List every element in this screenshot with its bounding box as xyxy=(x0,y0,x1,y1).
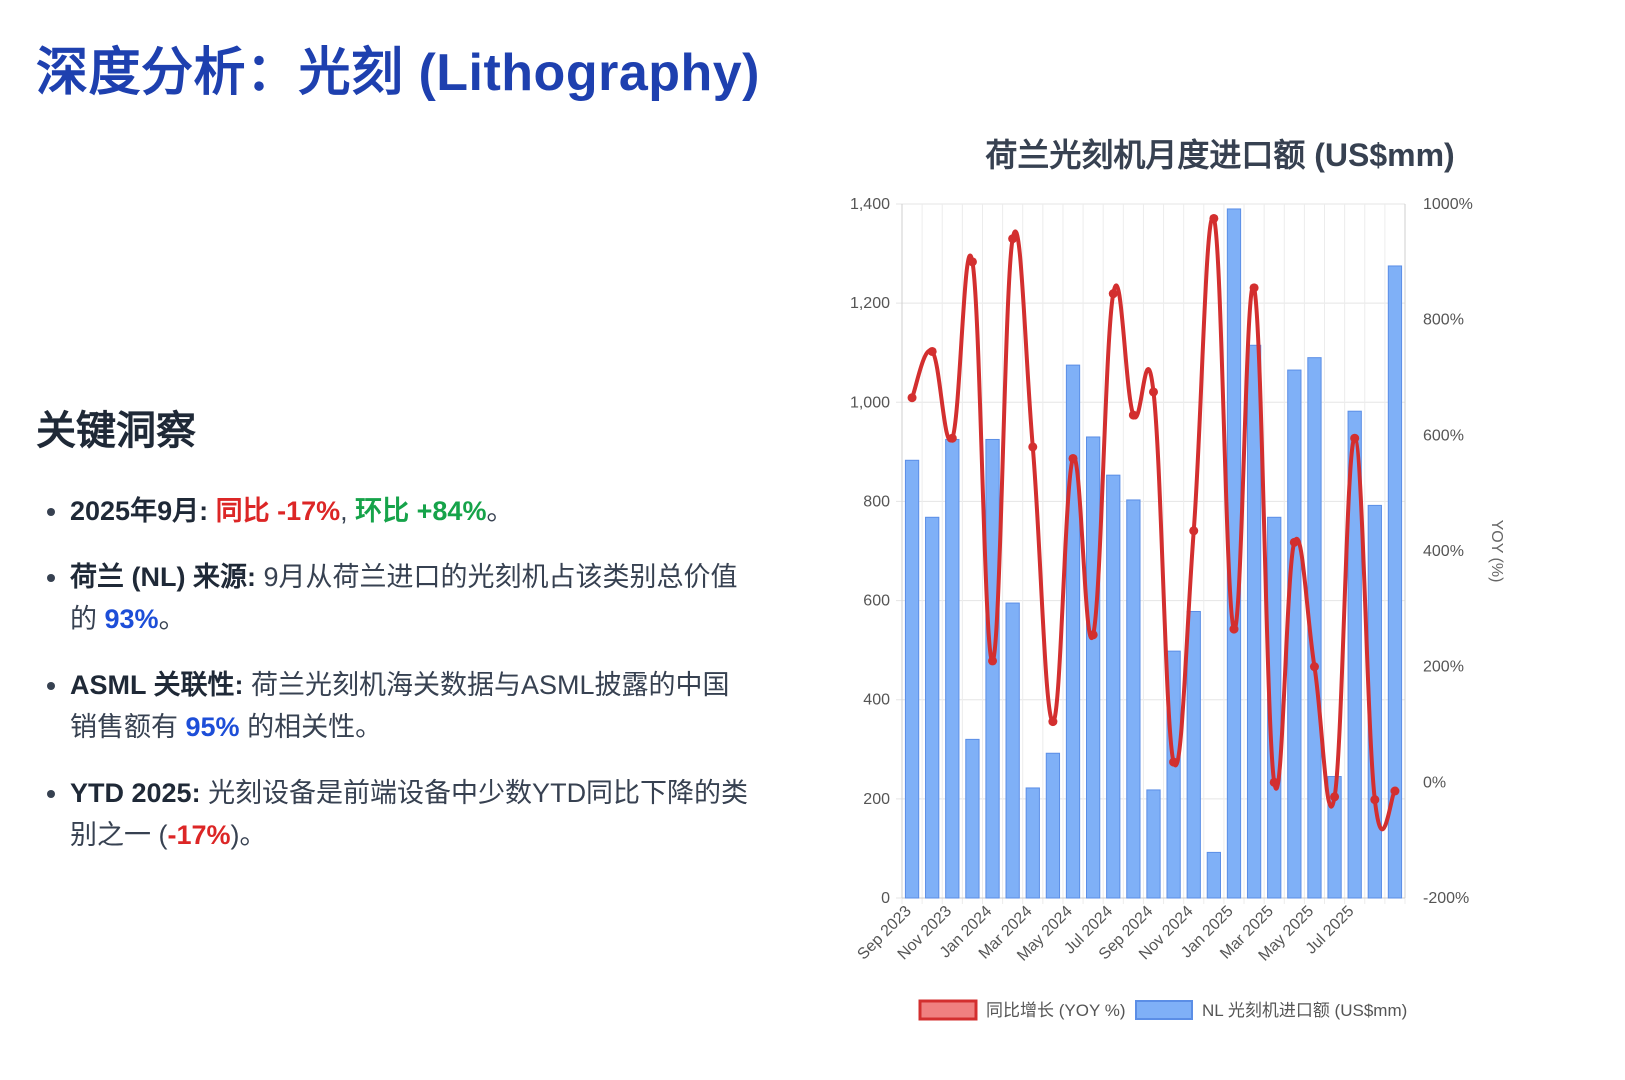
insight-text: 光刻设备是前端设备中少数YTD同比下降的类别之一 ( xyxy=(70,778,749,850)
insight-item-ytd: YTD 2025: 光刻设备是前端设备中少数YTD同比下降的类别之一 (-17%… xyxy=(70,772,756,856)
yoy-point xyxy=(988,656,998,666)
insight-item-nl-source: 荷兰 (NL) 来源: 9月从荷兰进口的光刻机占该类别总价值的 93%。 xyxy=(70,556,756,640)
yoy-point xyxy=(1370,795,1380,805)
period: 。 xyxy=(158,604,186,634)
bar xyxy=(985,438,1000,899)
bar xyxy=(1065,364,1081,899)
yoy-point xyxy=(1008,234,1018,244)
y-left-tick-label: 800 xyxy=(863,493,890,510)
yoy-point xyxy=(1189,526,1199,536)
chart-title: 荷兰光刻机月度进口额 (US$mm) xyxy=(985,137,1455,173)
y-left-tick-label: 1,000 xyxy=(850,394,890,411)
bar xyxy=(1387,265,1403,899)
insight-lead: 2025年9月: xyxy=(70,496,216,526)
bar xyxy=(965,738,980,899)
yoy-point xyxy=(1350,433,1360,443)
chart-container: 荷兰光刻机月度进口额 (US$mm) 0 200 400 600 800 1,000 1,2… xyxy=(840,120,1600,1070)
insights-list: 2025年9月: 同比 -17%, 环比 +84%。 荷兰 (NL) 来源: 9… xyxy=(36,490,756,856)
bar xyxy=(1126,499,1141,899)
bar xyxy=(1146,789,1161,899)
nl-share-value: 93% xyxy=(104,604,159,634)
bar xyxy=(904,459,920,899)
legend-label-yoy: 同比增长 (YOY %) xyxy=(986,1001,1125,1020)
yoy-point xyxy=(1229,624,1239,634)
legend-label-bar: NL 光刻机进口额 (US$mm) xyxy=(1202,1001,1407,1020)
bar xyxy=(1045,752,1061,899)
insight-item-mom-yoy: 2025年9月: 同比 -17%, 环比 +84%。 xyxy=(70,490,756,532)
bar xyxy=(1287,369,1302,899)
y-left-tick-label: 200 xyxy=(863,791,890,808)
insight-lead: YTD 2025: xyxy=(70,778,209,808)
yoy-point xyxy=(1390,786,1400,796)
bar xyxy=(1267,516,1282,899)
y-right-tick-label: 1000% xyxy=(1423,196,1473,213)
page-title: 深度分析：光刻 (Lithography) xyxy=(36,44,761,102)
yoy-point xyxy=(1068,453,1078,463)
y-left-tick-label: 1,400 xyxy=(850,196,890,213)
y-left-tick-label: 0 xyxy=(881,890,890,907)
y-right-tick-label: -200% xyxy=(1423,890,1469,907)
y-left-tick-label: 400 xyxy=(863,692,890,709)
insight-item-asml: ASML 关联性: 荷兰光刻机海关数据与ASML披露的中国销售额有 95% 的相… xyxy=(70,664,756,748)
yoy-point xyxy=(907,393,917,403)
insights-heading: 关键洞察 xyxy=(36,409,196,453)
yoy-point xyxy=(1169,757,1179,767)
yoy-point xyxy=(1330,792,1340,802)
yoy-point xyxy=(1289,537,1299,547)
yoy-point xyxy=(1028,442,1038,452)
yoy-point xyxy=(947,433,957,443)
legend-swatch-yoy xyxy=(918,999,978,1021)
y-right-tick-label: 800% xyxy=(1423,312,1464,329)
y-left-tick-label: 600 xyxy=(863,593,890,610)
y-right-axis-title: YOY (%) xyxy=(1488,520,1505,583)
insight-text: 9月从荷兰进口的光刻机占该类别总价值的 xyxy=(70,562,738,634)
y-right-tick-label: 400% xyxy=(1423,543,1464,560)
bar xyxy=(1186,610,1201,899)
yoy-point xyxy=(1128,410,1138,420)
insight-text: 荷兰光刻机海关数据与ASML披露的中国销售额有 xyxy=(70,670,730,742)
yoy-line xyxy=(910,215,1397,832)
bar xyxy=(945,438,960,899)
bar xyxy=(1086,436,1101,899)
insights-panel: 关键洞察 2025年9月: 同比 -17%, 环比 +84%。 荷兰 (NL) … xyxy=(36,398,756,880)
insight-text: 的相关性。 xyxy=(239,712,383,742)
period: 。 xyxy=(486,496,514,526)
y-right-tick-label: 600% xyxy=(1423,427,1464,444)
yoy-point xyxy=(927,346,937,356)
yoy-point xyxy=(1269,777,1279,787)
yoy-point xyxy=(1108,289,1118,299)
separator: , xyxy=(340,496,356,526)
y-right-tick-label: 200% xyxy=(1423,659,1464,676)
yoy-value: 同比 -17% xyxy=(215,496,341,526)
legend-swatch-bar xyxy=(1135,1000,1193,1020)
bar xyxy=(1025,787,1040,899)
yoy-point xyxy=(1088,630,1098,640)
bar xyxy=(1106,474,1121,899)
insight-text: )。 xyxy=(230,820,267,850)
bar xyxy=(925,516,940,899)
insight-lead: 荷兰 (NL) 来源: xyxy=(70,562,264,592)
yoy-point xyxy=(1209,213,1219,223)
mom-value: 环比 +84% xyxy=(355,496,487,526)
yoy-point xyxy=(1048,717,1058,727)
bar xyxy=(1347,410,1362,899)
yoy-point xyxy=(1149,387,1158,397)
combo-chart: 0 200 400 600 800 1,000 1,200 1,400 -200% 0% 200% 4… xyxy=(850,196,1505,1021)
yoy-point xyxy=(1309,662,1319,672)
insight-lead: ASML 关联性: xyxy=(70,670,251,700)
yoy-point xyxy=(967,257,977,267)
bar xyxy=(1246,344,1262,899)
y-right-tick-label: 0% xyxy=(1423,774,1446,791)
bar xyxy=(1206,851,1221,899)
ytd-value: -17% xyxy=(167,820,231,850)
yoy-point xyxy=(1249,283,1259,293)
bar xyxy=(1005,602,1020,899)
y-left-tick-label: 1,200 xyxy=(850,295,890,312)
correlation-value: 95% xyxy=(185,712,240,742)
